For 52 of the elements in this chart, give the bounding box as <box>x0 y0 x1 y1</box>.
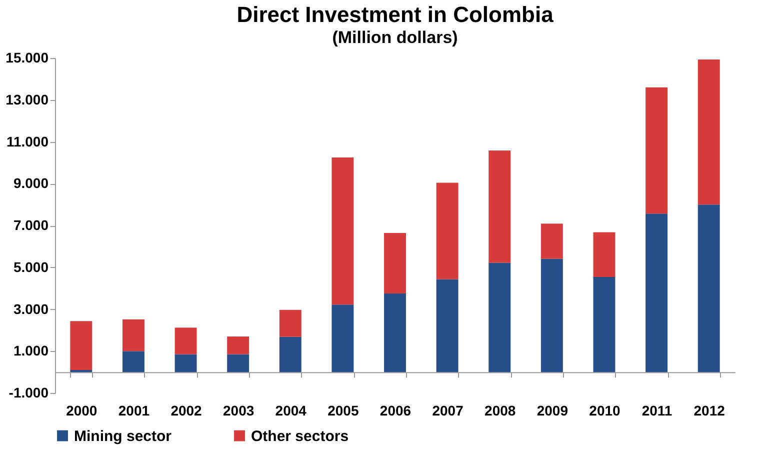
legend-label: Mining sector <box>74 428 172 445</box>
x-tick-label: 2010 <box>589 402 621 418</box>
bar <box>174 328 197 354</box>
bar <box>122 319 144 352</box>
bar <box>332 158 354 305</box>
bar <box>540 258 563 372</box>
x-tick-label: 2006 <box>380 402 412 418</box>
y-tick-label: 5.000 <box>13 258 49 275</box>
bar <box>279 310 302 337</box>
bar <box>227 354 250 372</box>
bar <box>122 351 144 372</box>
x-tick-label: 2001 <box>118 402 150 418</box>
x-tick-label: 2008 <box>484 402 516 418</box>
bar <box>646 214 668 372</box>
chart-title: Direct Investment in Colombia <box>236 2 554 27</box>
y-tick-label: 1.000 <box>13 342 49 359</box>
bar <box>70 370 92 372</box>
bar <box>436 182 458 280</box>
bar <box>646 87 668 214</box>
y-tick-label: 9.000 <box>13 175 49 192</box>
bar <box>384 233 406 294</box>
x-tick-label: 2000 <box>66 402 98 418</box>
y-tick-label: 3.000 <box>13 300 49 317</box>
x-tick-label: 2002 <box>170 402 202 418</box>
chart-subtitle: (Million dollars) <box>332 28 458 47</box>
bar <box>540 224 563 259</box>
bar <box>488 262 511 372</box>
y-tick-label: 15.000 <box>6 50 49 66</box>
bar <box>698 59 720 205</box>
x-tick-label: 2011 <box>642 402 672 418</box>
legend-label: Other sectors <box>251 428 349 445</box>
x-tick-label: 2007 <box>432 402 464 418</box>
x-tick-label: 2003 <box>223 402 254 418</box>
bar <box>279 336 302 372</box>
bar <box>698 204 720 372</box>
bar <box>384 294 406 372</box>
bar <box>488 150 511 263</box>
x-tick-label: 2012 <box>694 402 726 418</box>
x-tick-label: 2005 <box>328 402 359 418</box>
bar <box>593 232 616 278</box>
y-tick-label: 11.000 <box>6 133 49 150</box>
x-tick-label: 2004 <box>275 402 307 418</box>
x-tick-label: 2009 <box>536 402 568 418</box>
bar <box>70 321 92 370</box>
bar <box>436 279 458 372</box>
y-tick-label: 7.000 <box>13 217 49 233</box>
y-tick-label: -1.000 <box>8 384 49 400</box>
y-tick-label: 13.000 <box>6 91 49 108</box>
bar <box>593 277 616 372</box>
bar <box>174 354 197 372</box>
bar <box>227 336 250 354</box>
bar <box>332 304 354 372</box>
